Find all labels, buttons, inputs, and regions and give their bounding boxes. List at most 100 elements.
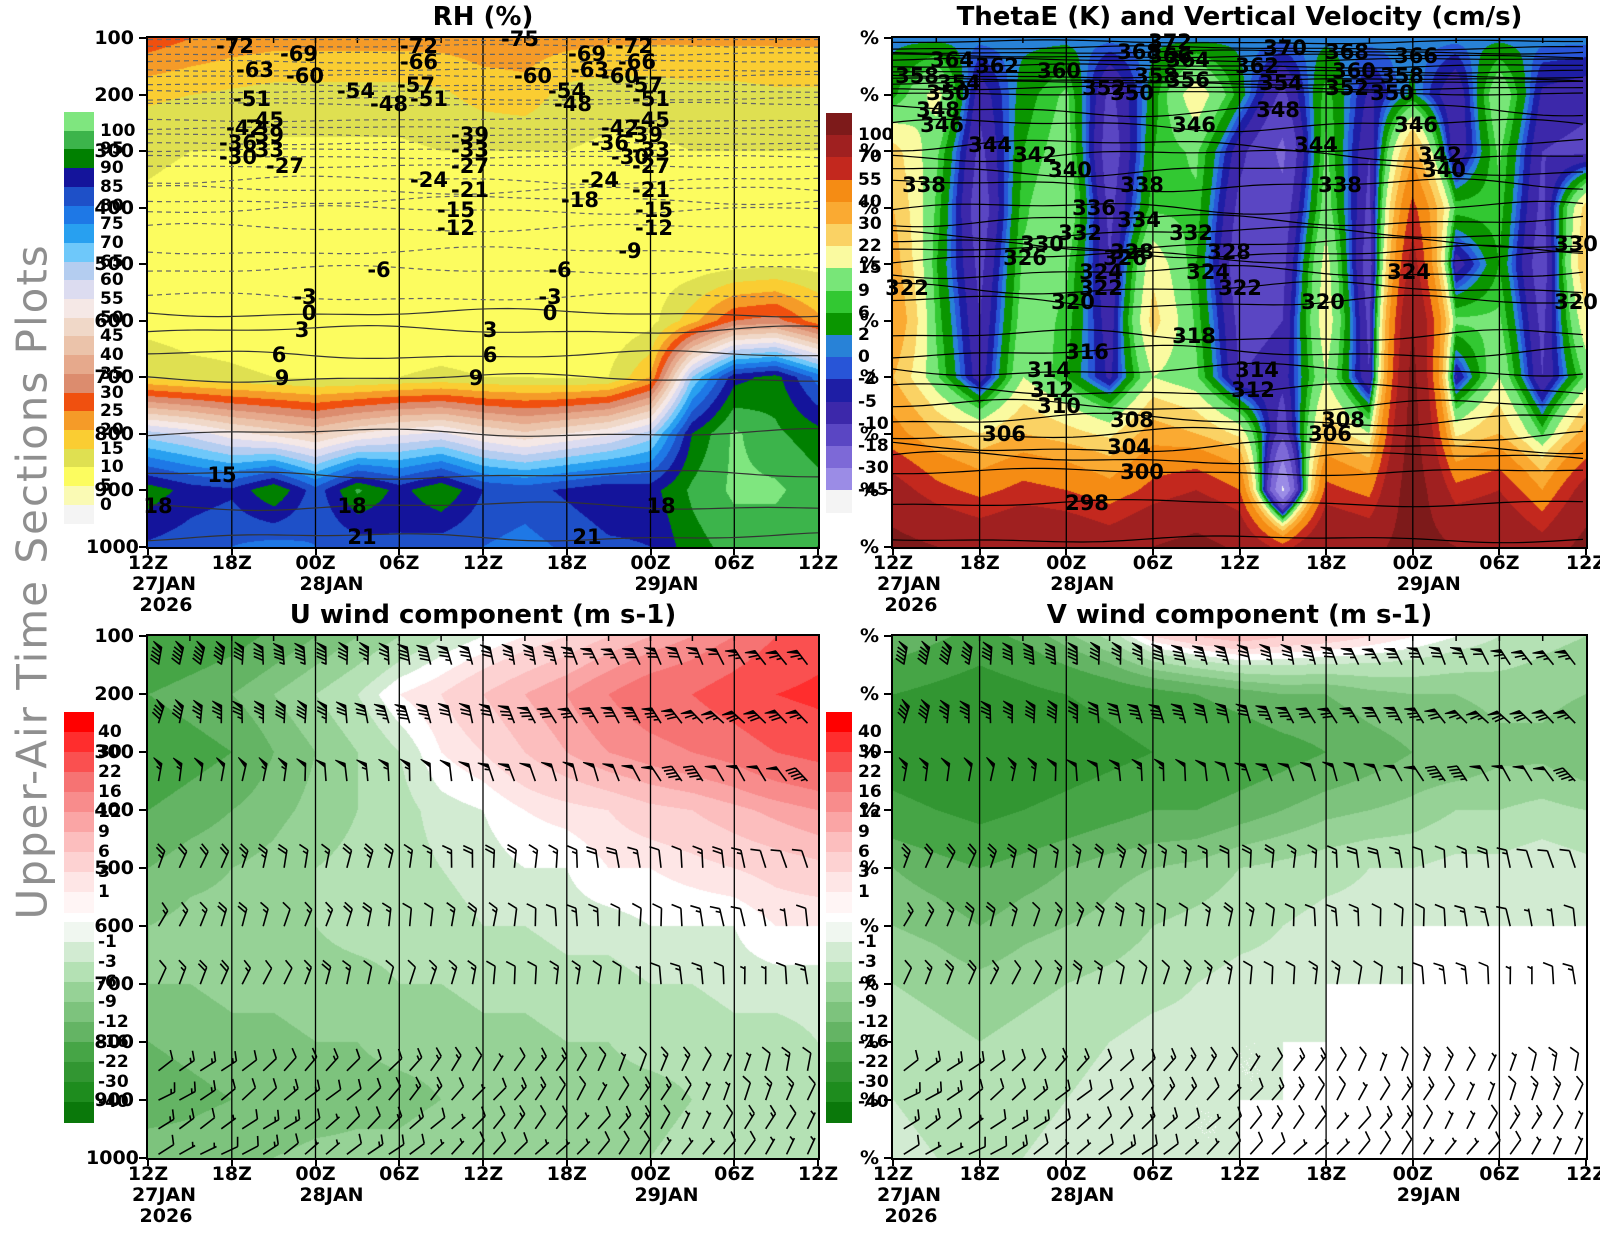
x-tick-mark — [1151, 549, 1154, 555]
contour-label: 3 — [483, 318, 498, 342]
colorbar-label: 65 — [100, 251, 124, 272]
colorbar-segment — [64, 852, 94, 873]
colorbar-segment — [64, 892, 94, 913]
contour-label: 298 — [1065, 491, 1109, 515]
contour-label: 334 — [1117, 208, 1161, 232]
colorbar-segment — [64, 448, 94, 468]
x-tick-mark — [147, 1160, 149, 1166]
x-tick-mark — [1585, 549, 1587, 555]
colorbar-label: -9 — [98, 992, 117, 1012]
colorbar-label: 9 — [858, 280, 870, 301]
x-date-label: 27JAN — [131, 1184, 197, 1206]
x-tick-label: 12Z — [1219, 552, 1260, 574]
x-tick-label: 00Z — [295, 552, 336, 574]
colorbar-label: -6 — [858, 972, 877, 992]
u-wind-panel-title: U wind component (m s-1) — [289, 600, 677, 630]
x-tick-label: 12Z — [1565, 552, 1600, 574]
y-tick-mark — [139, 809, 148, 811]
colorbar-label: 95 — [100, 139, 124, 160]
colorbar-segment — [826, 982, 852, 1003]
contour-label: 348 — [1256, 98, 1300, 122]
contour-label: 308 — [1321, 408, 1365, 432]
y-tick-label: % — [859, 741, 879, 763]
y-tick-mark — [884, 546, 893, 548]
colorbar-label: 22 — [858, 236, 882, 257]
colorbar-segment — [826, 379, 852, 403]
colorbar-label: 25 — [100, 401, 124, 422]
contour-line — [148, 148, 819, 153]
colorbar-segment — [64, 922, 94, 943]
colorbar-segment — [64, 712, 94, 733]
colorbar-segment — [826, 892, 852, 913]
contour-label: -21 — [632, 178, 670, 202]
contour-line — [147, 67, 818, 73]
contour-label: 356 — [1166, 68, 1210, 92]
contour-line — [892, 49, 1584, 55]
x-tick-label: 06Z — [1132, 1163, 1173, 1185]
colorbar-segment — [826, 1102, 852, 1123]
contour-label: 326 — [1103, 246, 1147, 270]
contour-line — [147, 469, 819, 480]
contour-line — [147, 126, 819, 131]
contour-line — [148, 38, 818, 42]
contour-label: -27 — [451, 154, 489, 178]
colorbar-segment — [64, 392, 94, 412]
x-tick-label: 12Z — [127, 552, 169, 574]
contour-label: -24 — [410, 168, 448, 192]
contour-line — [892, 149, 1584, 163]
contour-line — [892, 80, 1583, 86]
x-tick-mark — [565, 1160, 568, 1166]
contour-label: 362 — [1235, 54, 1279, 78]
x-tick-label: 12Z — [872, 552, 914, 574]
contour-label: -66 — [618, 50, 656, 74]
contour-label: 322 — [1079, 276, 1123, 300]
contour-line — [147, 349, 819, 359]
x-tick-mark — [978, 549, 981, 555]
colorbar-label: -16 — [858, 1032, 889, 1052]
contour-label: 18 — [646, 494, 675, 518]
y-tick-mark — [884, 1041, 893, 1043]
colorbar-segment — [826, 1002, 852, 1023]
contour-label: 312 — [1030, 378, 1074, 402]
contour-line — [147, 73, 819, 78]
colorbar-label: 16 — [858, 782, 882, 802]
colorbar-label: 12 — [858, 802, 882, 822]
colorbar-label: 75 — [100, 214, 124, 235]
contour-line — [147, 141, 819, 146]
x-tick-mark — [1325, 549, 1328, 555]
colorbar-label: 90 — [100, 158, 124, 179]
colorbar-segment — [826, 446, 852, 469]
contour-label: -33 — [246, 138, 284, 162]
contour-line — [892, 200, 1584, 215]
colorbar-segment — [826, 772, 852, 793]
x-date-label: 28JAN — [299, 573, 364, 595]
contour-label: -15 — [437, 198, 475, 222]
contour-label: 314 — [1027, 358, 1071, 382]
colorbar-label: -1 — [858, 932, 877, 952]
contour-line — [147, 205, 819, 215]
colorbar-label: 12 — [98, 802, 122, 822]
y-tick-mark — [139, 37, 148, 39]
colorbar-label: 60 — [100, 270, 124, 291]
colorbar-label: 16 — [98, 782, 122, 802]
colorbar-segment — [64, 872, 94, 893]
x-tick-label: 00Z — [630, 1163, 671, 1185]
contour-line — [147, 195, 819, 206]
colorbar-segment — [64, 242, 94, 263]
x-tick-label: 00Z — [630, 552, 671, 574]
x-date-label: 27JAN — [131, 573, 197, 595]
colorbar-segment — [826, 290, 852, 314]
contour-label: -36 — [219, 131, 257, 155]
colorbar-label: 1 — [858, 882, 870, 902]
y-tick-mark — [884, 263, 893, 266]
contour-line — [893, 163, 1584, 178]
colorbar-segment — [826, 490, 852, 514]
contour-line — [892, 45, 1584, 51]
contour-label: 342 — [1418, 143, 1462, 167]
colorbar-label: 9 — [98, 822, 110, 842]
contour-line — [147, 51, 819, 56]
y-tick-mark — [884, 206, 893, 209]
x-tick-mark — [892, 549, 894, 555]
x-tick-mark — [314, 549, 317, 555]
